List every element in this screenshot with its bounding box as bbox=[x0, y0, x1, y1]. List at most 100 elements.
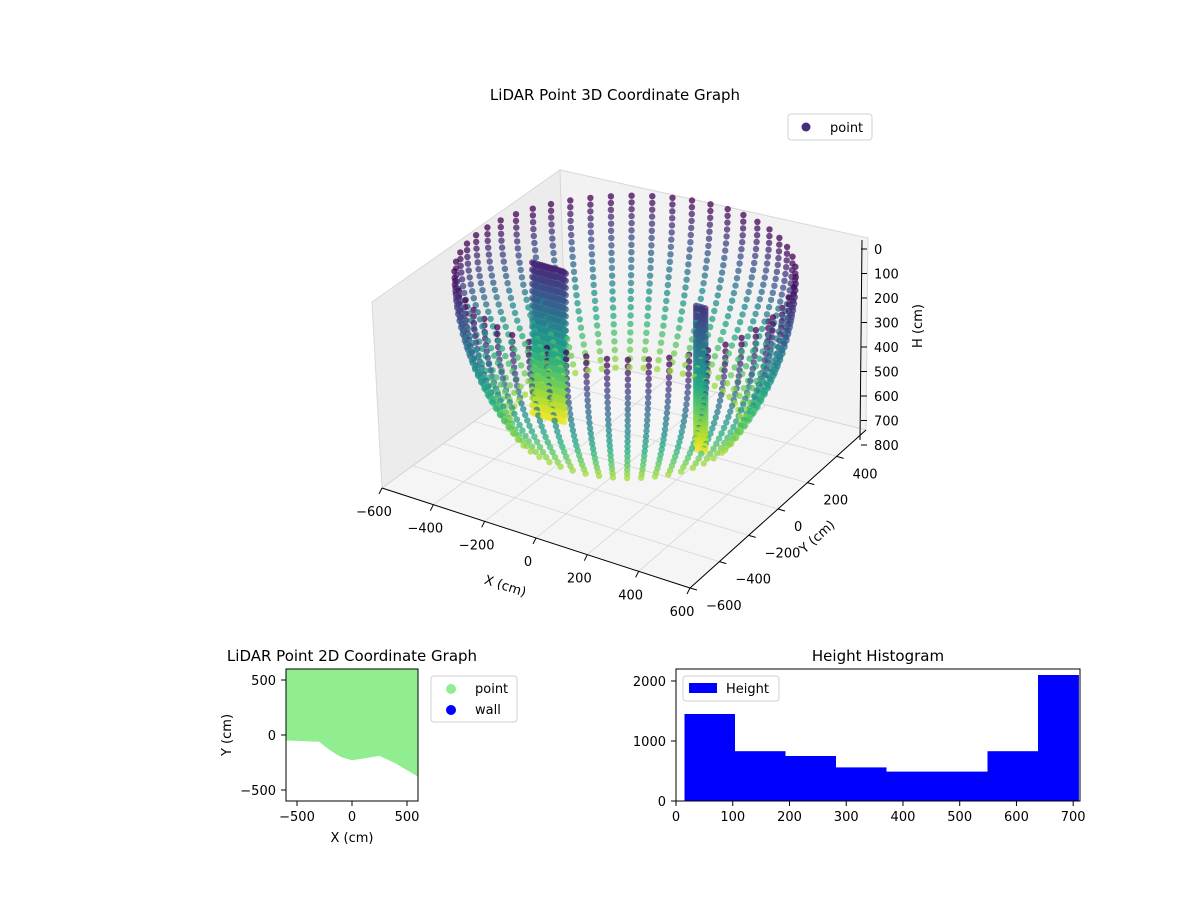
scatter-point-3d bbox=[497, 230, 505, 238]
scatter-point-3d bbox=[529, 212, 537, 219]
scatter-point-3d bbox=[604, 399, 611, 406]
z-tick-label-3d: 800 bbox=[874, 439, 899, 454]
scatter-point-3d bbox=[624, 457, 631, 464]
scatter-point-3d bbox=[665, 392, 672, 399]
scatter-point-3d bbox=[548, 228, 555, 235]
scatter-point-3d bbox=[762, 267, 770, 274]
scatter-point-3d bbox=[763, 365, 770, 373]
scatter-point-3d bbox=[607, 452, 614, 459]
scatter-point-3d bbox=[724, 219, 731, 226]
y-ticks-3d: −600 −400 −200 0 200 400 bbox=[689, 455, 877, 614]
scatter-point-3d bbox=[628, 219, 635, 227]
scatter-point-3d bbox=[748, 274, 755, 281]
scatter-point-3d bbox=[562, 405, 569, 413]
scatter-point-3d bbox=[724, 205, 731, 213]
scatter-point-3d bbox=[604, 410, 612, 418]
z-tick-label-3d: 400 bbox=[874, 341, 899, 356]
scatter-point-3d bbox=[511, 389, 518, 396]
scatter-point-3d bbox=[493, 294, 500, 301]
x-tick-label-3d: −200 bbox=[459, 538, 495, 553]
scatter-point-3d bbox=[475, 266, 482, 273]
scatter-point-3d bbox=[775, 305, 782, 312]
scatter-point-3d bbox=[605, 416, 612, 423]
scatter-point-3d bbox=[570, 261, 577, 268]
scatter-point-3d bbox=[684, 353, 691, 360]
scatter-point-3d bbox=[569, 427, 577, 434]
scatter-point-3d bbox=[511, 309, 519, 317]
scatter-point-3d bbox=[472, 332, 479, 340]
scatter-point-3d bbox=[707, 201, 714, 208]
scatter-point-3d bbox=[749, 365, 756, 372]
scatter-point-3d bbox=[670, 350, 678, 357]
scatter-point-3d bbox=[589, 258, 596, 265]
x-tick-label-histogram: 100 bbox=[720, 810, 745, 825]
plot-2d: LiDAR Point 2D Coordinate Graph −500 0 500… bbox=[220, 647, 518, 846]
scatter-point-3d bbox=[495, 301, 502, 308]
scatter-point-3d bbox=[610, 329, 618, 336]
x-ticks-2d: −500 0 500 bbox=[279, 801, 419, 825]
y-tick-label-3d: −400 bbox=[735, 573, 771, 588]
scatter-point-3d bbox=[769, 314, 777, 321]
scatter-point-3d bbox=[485, 244, 492, 251]
scatter-point-3d bbox=[647, 257, 654, 264]
scatter-point-3d bbox=[608, 234, 615, 242]
scatter-point-3d bbox=[562, 306, 569, 313]
scatter-point-3d bbox=[684, 389, 691, 396]
scatter-point-3d bbox=[645, 362, 652, 370]
histogram-bar bbox=[886, 771, 937, 801]
scatter-point-3d bbox=[750, 318, 757, 325]
scatter-point-3d bbox=[685, 377, 692, 384]
scatter-point-3d bbox=[624, 356, 632, 364]
scatter-point-3d bbox=[488, 272, 496, 279]
scatter-point-3d bbox=[664, 398, 672, 405]
scatter-point-3d bbox=[590, 273, 597, 281]
scatter-point-3d bbox=[526, 422, 533, 430]
scatter-point-3d bbox=[662, 305, 669, 313]
z-tick-label-3d: 100 bbox=[874, 268, 899, 283]
scatter-point-3d bbox=[756, 355, 763, 362]
scatter-point-3d bbox=[497, 308, 504, 316]
scatter-point-3d bbox=[728, 297, 736, 304]
scatter-point-3d bbox=[649, 193, 656, 200]
scatter-point-3d bbox=[649, 199, 656, 207]
scatter-point-3d bbox=[723, 226, 731, 233]
scatter-point-3d bbox=[544, 439, 551, 446]
scatter-point-3d bbox=[583, 385, 591, 392]
scatter-point-3d bbox=[701, 272, 708, 279]
scatter-point-3d bbox=[509, 331, 516, 339]
scatter-point-3d bbox=[685, 371, 692, 378]
scatter-point-3d bbox=[716, 397, 724, 404]
scatter-point-3d bbox=[723, 233, 730, 240]
scatter-point-3d bbox=[681, 292, 688, 299]
scatter-point-3d bbox=[511, 370, 519, 377]
scatter-point-3d bbox=[624, 394, 632, 401]
scatter-point-3d bbox=[665, 380, 672, 387]
scatter-point-3d bbox=[689, 464, 697, 471]
scatter-point-3d bbox=[624, 382, 632, 389]
scatter-point-3d bbox=[709, 315, 716, 323]
scatter-point-3d bbox=[459, 282, 467, 290]
scatter-point-3d bbox=[516, 421, 523, 429]
scatter-point-3d bbox=[583, 359, 590, 367]
scatter-point-3d bbox=[481, 330, 489, 337]
scatter-point-3d bbox=[559, 443, 566, 450]
scatter-point-3d bbox=[664, 281, 672, 289]
scatter-point-3d bbox=[452, 258, 460, 265]
scatter-point-3d bbox=[484, 224, 491, 231]
scatter-point-3d bbox=[739, 232, 746, 239]
scatter-point-3d bbox=[575, 308, 582, 315]
scatter-point-3d bbox=[655, 357, 662, 364]
histogram-bar bbox=[1038, 675, 1079, 801]
scatter-point-3d bbox=[604, 405, 611, 412]
scatter-point-3d bbox=[659, 441, 666, 448]
z-tick-label-3d: 700 bbox=[874, 415, 899, 430]
scatter-point-3d bbox=[758, 325, 766, 333]
z-tick-label-3d: 600 bbox=[874, 390, 899, 405]
scatter-point-3d bbox=[628, 241, 635, 248]
scatter-point-3d bbox=[562, 291, 569, 299]
scatter-point-3d bbox=[491, 286, 499, 294]
scatter-point-3d bbox=[484, 231, 491, 238]
scatter-point-3d bbox=[754, 225, 761, 232]
scatter-point-3d bbox=[604, 393, 611, 400]
